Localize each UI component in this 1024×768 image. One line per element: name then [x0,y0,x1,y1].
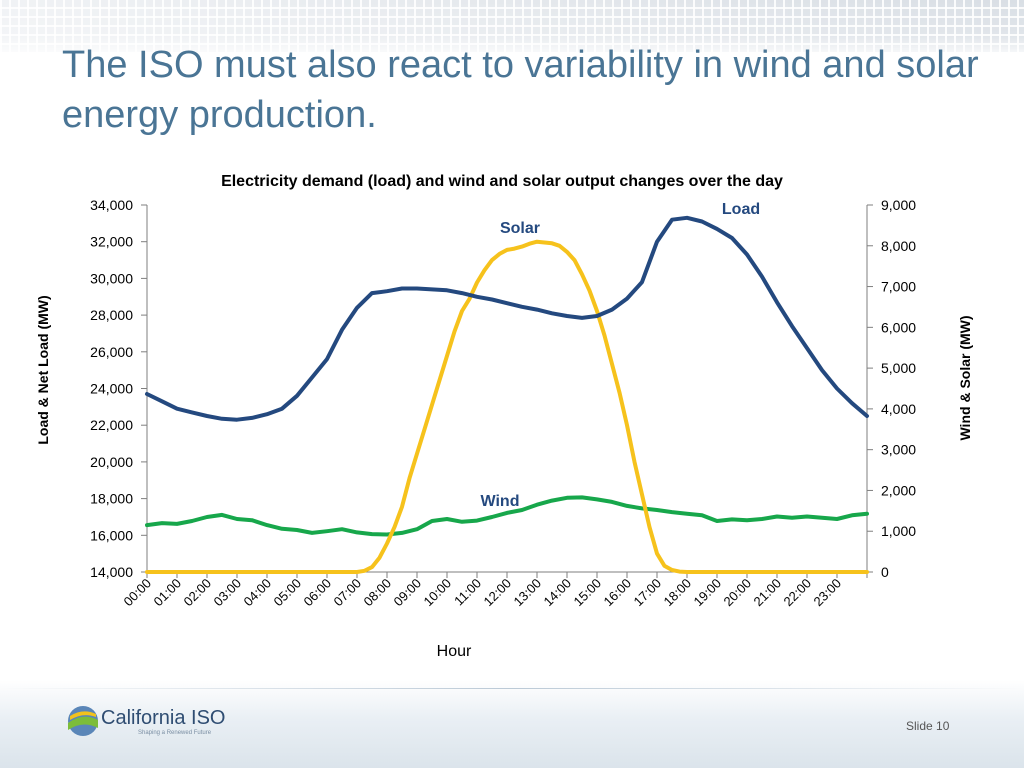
x-tick-label: 08:00 [361,576,395,610]
y-left-tick-label: 16,000 [90,527,133,543]
x-tick-label: 14:00 [541,576,575,610]
y-left-tick-label: 18,000 [90,491,133,507]
x-tick-label: 07:00 [331,576,365,610]
california-iso-logo-icon [68,706,98,736]
x-tick-label: 23:00 [811,576,845,610]
x-tick-label: 03:00 [211,576,245,610]
header-fade [0,0,1024,60]
y-left-tick-label: 34,000 [90,197,133,213]
x-tick-label: 02:00 [181,576,215,610]
x-tick-label: 10:00 [421,576,455,610]
y-axis-right-label: Wind & Solar (MW) [957,315,973,440]
slide-number: Slide 10 [906,719,950,733]
logo-tagline: Shaping a Renewed Future [138,730,212,736]
chart-title: Electricity demand (load) and wind and s… [221,173,783,190]
x-tick-label: 16:00 [601,576,635,610]
axes-layer: 14,000 16,000 18,000 20,000 22,000 24,000 26,0… [90,197,916,609]
y-right-tick-label: 4,000 [881,401,916,417]
series-line-solar [145,239,869,574]
y-right-tick-label: 9,000 [881,197,916,213]
x-tick-label: 01:00 [151,576,185,610]
x-tick-label: 00:00 [121,576,155,610]
x-tick-label: 22:00 [781,576,815,610]
logo-text: California ISO [101,707,226,729]
y-right-tick-label: 1,000 [881,523,916,539]
y-left-tick-label: 30,000 [90,270,133,286]
y-axis-left-label: Load & Net Load (MW) [35,295,51,444]
series-line-load [145,215,869,422]
y-right-tick-label: 6,000 [881,319,916,335]
x-tick-label: 06:00 [301,576,335,610]
y-right-tick-label: 2,000 [881,482,916,498]
y-right-tick-label: 7,000 [881,279,916,295]
y-left-tick-label: 26,000 [90,344,133,360]
y-left-tick-label: 14,000 [90,564,133,580]
y-left-tick-label: 24,000 [90,381,133,397]
y-right-tick-label: 3,000 [881,442,916,458]
y-left-tick-label: 28,000 [90,307,133,323]
series-label-load: Load [722,201,760,218]
x-tick-label: 20:00 [721,576,755,610]
x-tick-label: 13:00 [511,576,545,610]
x-tick-label: 11:00 [451,576,484,609]
x-tick-label: 17:00 [631,576,665,610]
x-tick-label: 05:00 [271,576,305,610]
y-left-tick-label: 20,000 [90,454,133,470]
series-label-solar: Solar [500,220,540,237]
x-tick-label: 15:00 [571,576,605,610]
y-right-tick-label: 8,000 [881,238,916,254]
footer-band [0,680,1024,768]
y-left-tick-label: 32,000 [90,234,133,250]
series-label-wind: Wind [481,493,520,510]
series-layer [145,215,869,574]
slide-title: The ISO must also react to variability i… [62,44,979,136]
x-tick-label: 12:00 [481,576,515,610]
x-axis-label: Hour [437,643,472,660]
y-left-tick-label: 22,000 [90,417,133,433]
x-tick-label: 19:00 [691,576,725,610]
y-right-tick-label: 5,000 [881,360,916,376]
x-tick-label: 04:00 [241,576,275,610]
y-right-tick-label: 0 [881,564,889,580]
x-tick-label: 09:00 [391,576,425,610]
x-tick-label: 18:00 [661,576,695,610]
footer-divider [0,688,1024,689]
x-tick-label: 21:00 [751,576,785,610]
series-line-wind [145,495,869,537]
